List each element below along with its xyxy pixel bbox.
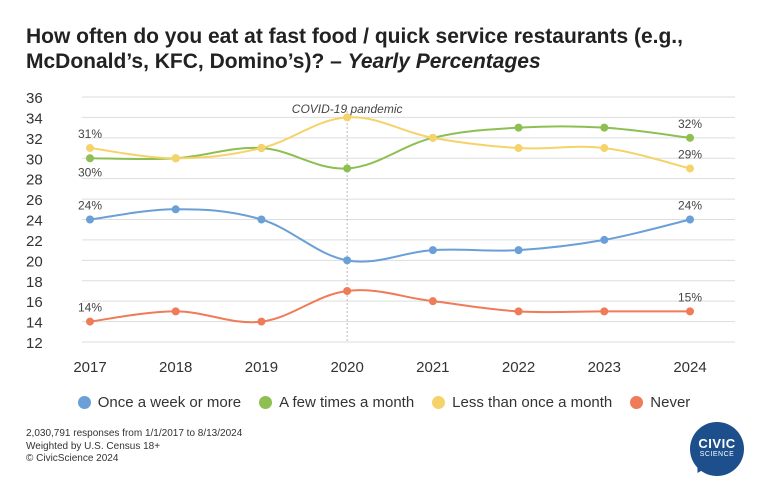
- y-tick-label: 14: [26, 315, 43, 332]
- legend-dot-icon: [77, 396, 91, 409]
- y-tick-label: 24: [26, 213, 43, 230]
- footnote-copyright: © CivicScience 2024: [26, 453, 119, 464]
- y-tick-label: 22: [26, 233, 43, 250]
- data-point: [686, 133, 694, 142]
- data-label: 30%: [78, 165, 102, 179]
- y-tick-label: 30: [26, 151, 43, 168]
- data-label: 24%: [78, 199, 102, 213]
- y-tick-label: 16: [26, 294, 43, 311]
- data-point: [686, 307, 694, 316]
- data-point: [514, 123, 523, 132]
- data-label: 29%: [678, 147, 702, 161]
- y-tick-label: 20: [26, 253, 43, 270]
- x-tick-label: 2020: [330, 359, 363, 376]
- legend-dot-icon: [432, 396, 446, 409]
- data-point: [428, 246, 437, 255]
- data-point: [343, 113, 352, 122]
- x-tick-label: 2018: [159, 359, 192, 376]
- series-line-3: [89, 289, 690, 324]
- y-tick-label: 26: [26, 192, 43, 209]
- legend-dot-icon: [630, 396, 644, 409]
- legend-label: A few times a month: [279, 394, 415, 411]
- data-label: 31%: [78, 127, 102, 141]
- data-point: [86, 317, 94, 326]
- data-point: [428, 297, 437, 306]
- chart-title-main: How often do you eat at fast food / quic…: [26, 25, 683, 73]
- chart-legend: Once a week or more A few times a month …: [0, 394, 768, 411]
- data-point: [600, 123, 609, 132]
- data-label: 14%: [78, 301, 102, 315]
- series-line-0: [89, 208, 691, 263]
- data-label: 32%: [678, 117, 702, 131]
- y-tick-label: 34: [26, 110, 43, 127]
- footnote: 2,030,791 responses from 1/1/2017 to 8/1…: [26, 428, 242, 466]
- legend-dot-icon: [259, 396, 273, 409]
- data-point: [343, 286, 352, 295]
- series-line-2: [89, 116, 691, 170]
- data-point: [343, 256, 352, 265]
- data-point: [514, 307, 523, 316]
- legend-item-never: Never: [630, 394, 690, 411]
- y-tick-label: 32: [26, 131, 43, 148]
- data-point: [600, 307, 609, 316]
- x-tick-label: 2017: [73, 359, 106, 376]
- data-point: [343, 164, 352, 173]
- y-tick-label: 18: [26, 274, 43, 291]
- legend-item-less-than-once-a-month: Less than once a month: [432, 394, 612, 411]
- y-tick-label: 36: [26, 90, 43, 107]
- data-point: [514, 144, 523, 153]
- data-point: [86, 144, 94, 153]
- x-tick-label: 2023: [588, 359, 621, 376]
- y-tick-label: 12: [26, 335, 43, 352]
- data-point: [171, 307, 180, 316]
- x-tick-label: 2024: [673, 359, 706, 376]
- legend-label: Less than once a month: [452, 394, 613, 411]
- data-label: 24%: [678, 199, 702, 213]
- data-point: [257, 144, 266, 153]
- data-point: [86, 154, 94, 163]
- y-tick-label: 28: [26, 172, 43, 189]
- data-point: [686, 215, 694, 224]
- data-point: [600, 144, 609, 153]
- civicscience-logo: CIVIC SCIENCE: [690, 422, 744, 476]
- data-point: [600, 235, 609, 244]
- legend-item-once-a-week: Once a week or more: [77, 394, 242, 411]
- x-tick-label: 2022: [502, 359, 535, 376]
- x-tick-label: 2019: [245, 359, 278, 376]
- logo-text-science: SCIENCE: [699, 451, 735, 458]
- x-tick-label: 2021: [416, 359, 449, 376]
- data-point: [257, 317, 266, 326]
- annotation-label: COVID-19 pandemic: [292, 102, 403, 116]
- data-point: [86, 215, 94, 224]
- data-label: 15%: [678, 290, 702, 304]
- data-point: [428, 133, 437, 142]
- footnote-responses: 2,030,791 responses from 1/1/2017 to 8/1…: [26, 428, 243, 439]
- data-point: [171, 154, 180, 163]
- legend-item-few-times-a-month: A few times a month: [259, 394, 414, 411]
- chart-title-italic: Yearly Percentages: [347, 50, 541, 73]
- legend-label: Never: [650, 394, 691, 411]
- data-point: [171, 205, 180, 214]
- logo-text-civic: CIVIC: [698, 436, 736, 451]
- data-point: [514, 246, 523, 255]
- data-point: [686, 164, 694, 173]
- data-point: [257, 215, 266, 224]
- legend-label: Once a week or more: [97, 394, 242, 411]
- chart-title: How often do you eat at fast food / quic…: [26, 24, 746, 74]
- footnote-weighting: Weighted by U.S. Census 18+: [26, 440, 161, 452]
